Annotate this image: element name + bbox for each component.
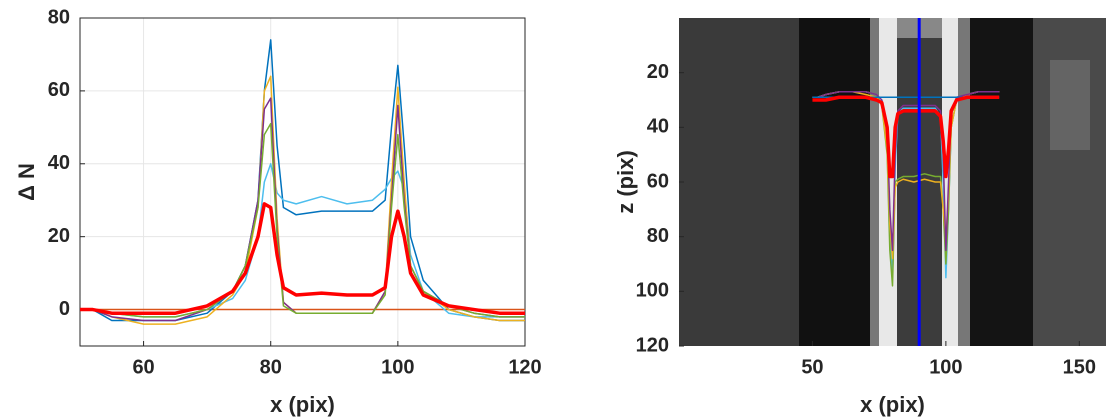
x-tick-label: 150 — [1063, 356, 1096, 378]
image-background — [679, 18, 1106, 346]
y-tick-label: 100 — [636, 280, 669, 302]
x-axis-label: x (pix) — [860, 392, 925, 417]
plot-area — [79, 17, 526, 347]
x-tick-label: 60 — [132, 356, 154, 378]
series-line — [80, 39, 525, 322]
y-tick-label: 40 — [647, 116, 669, 138]
x-tick-label: 100 — [929, 356, 962, 378]
y-tick-label: 80 — [48, 6, 70, 28]
y-tick-label: 120 — [636, 334, 669, 356]
y-tick-label: 60 — [48, 79, 70, 101]
y-tick-label: 0 — [59, 298, 70, 320]
y-axis-label: z (pix) — [613, 150, 638, 214]
y-tick-label: 20 — [48, 225, 70, 247]
y-tick-label: 40 — [48, 152, 70, 174]
y-axis-label: Δ N — [14, 163, 39, 201]
y-tick-label: 20 — [647, 61, 669, 83]
x-tick-label: 120 — [508, 356, 541, 378]
x-axis-label: x (pix) — [270, 392, 335, 417]
y-tick-label: 80 — [647, 225, 669, 247]
x-tick-label: 100 — [381, 356, 414, 378]
series-line — [812, 95, 1000, 179]
series-line — [812, 91, 1000, 260]
y-tick-label: 60 — [647, 170, 669, 192]
x-tick-label: 80 — [260, 356, 282, 378]
series-line — [80, 202, 525, 315]
x-tick-label: 50 — [801, 356, 823, 378]
series-line — [80, 122, 525, 318]
axes-box — [79, 17, 526, 347]
